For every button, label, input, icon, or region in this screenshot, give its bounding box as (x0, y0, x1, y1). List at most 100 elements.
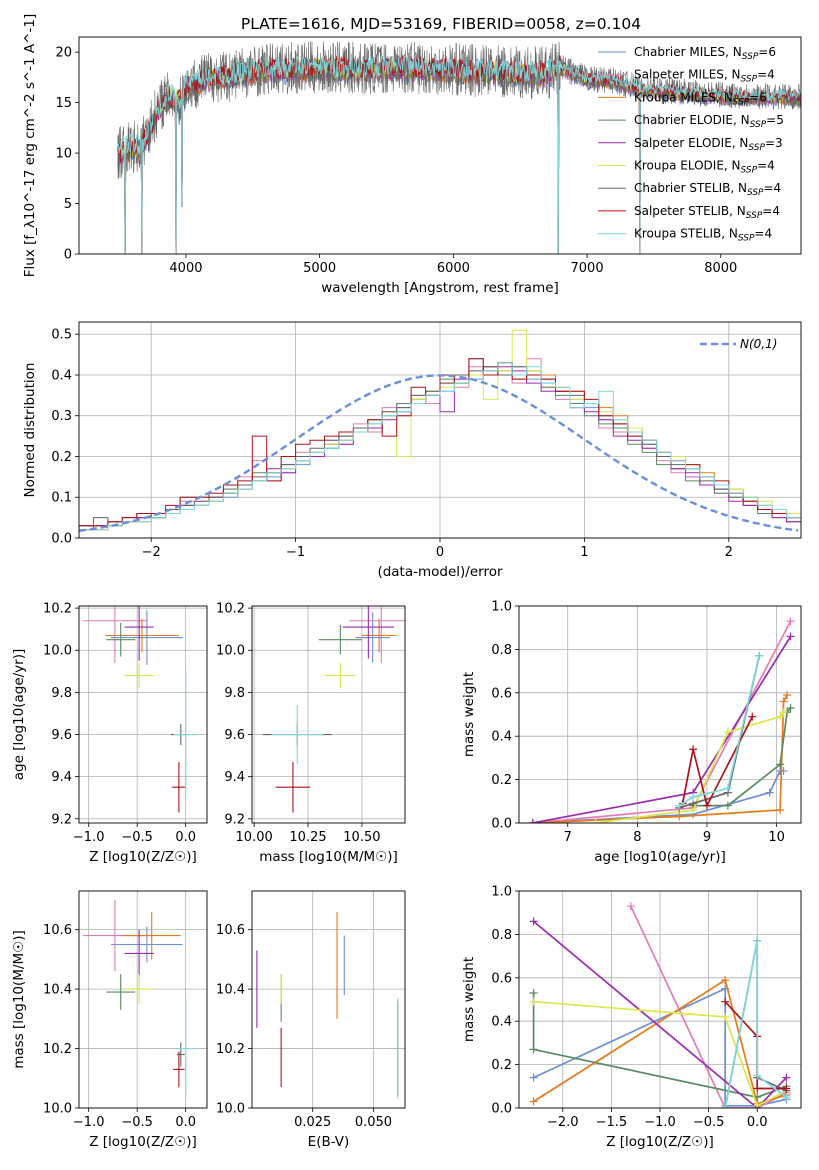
legend-label: Chabrier STELIB, NSSP=4 (634, 181, 781, 198)
panel-mass-vs-EBV: 0.025 0.050 10.0 10.2 10.4 10.6 E(B-V) (216, 890, 406, 1150)
y-axis-label: Flux [f_λ10^-17 erg cm^-2 s^-1 A^-1] (22, 14, 38, 277)
plot-area (82, 899, 198, 1100)
legend-label: N(0,1) (740, 337, 777, 351)
x-axis-label: Z [log10(Z/Z☉)] (89, 1134, 197, 1150)
y-tick-label: 10.6 (43, 923, 72, 938)
weight-line (678, 655, 761, 807)
x-tick-label: −2 (142, 545, 161, 560)
x-tick-label: 0.0 (747, 1115, 768, 1130)
y-tick-label: 10.4 (216, 983, 245, 998)
weight-marker (721, 1104, 730, 1108)
plot-area (117, 41, 801, 254)
weight-marker (529, 1073, 538, 1082)
legend-label: Kroupa ELODIE, NSSP=4 (634, 159, 775, 176)
weight-marker (782, 1084, 791, 1093)
weight-marker (723, 727, 732, 736)
weight-line (533, 1000, 787, 1108)
weight-marker (721, 975, 730, 984)
y-tick-label: 0.2 (491, 1058, 512, 1073)
legend-label: Salpeter ELODIE, NSSP=3 (634, 136, 783, 153)
x-tick-label: 10 (768, 830, 785, 845)
panel-histogram: −2 −1 0 1 2 0.0 0.1 0.2 0.3 0.4 0.5 (data-model)/er… (22, 321, 802, 580)
axes-frame (78, 321, 802, 539)
weight-marker (755, 651, 764, 660)
plot-area (82, 606, 198, 813)
y-tick-label: 10.0 (216, 1102, 245, 1117)
plot-area (256, 911, 399, 1100)
y-tick-label: 0.2 (51, 450, 72, 465)
weight-marker (689, 792, 698, 801)
y-tick-label: 0.2 (491, 773, 512, 788)
x-tick-label: −1.0 (644, 1115, 676, 1130)
y-tick-label: 9.6 (224, 728, 245, 743)
y-axis-label: mass weight (461, 672, 477, 757)
x-axis-label: mass [log10(M/M☉)] (259, 849, 398, 865)
weight-marker (529, 997, 538, 1006)
x-tick-label: 0.0 (175, 1115, 196, 1130)
weight-line (533, 978, 787, 1105)
axes-frame (78, 36, 802, 255)
y-tick-label: 10.0 (216, 644, 245, 659)
y-tick-label: 9.2 (224, 812, 245, 827)
y-tick-label: 1.0 (491, 885, 512, 900)
plot-area (528, 617, 795, 823)
y-tick-label: 20 (55, 46, 72, 61)
x-tick-label: 6000 (437, 261, 470, 276)
y-axis-label: age [log10(age/yr)] (11, 649, 27, 781)
weight-marker (721, 997, 730, 1006)
weight-line (693, 707, 792, 807)
y-tick-label: 9.2 (51, 812, 72, 827)
y-tick-label: 9.4 (224, 770, 245, 785)
y-tick-label: 10.2 (43, 602, 72, 617)
weight-marker (689, 745, 698, 754)
weight-marker (776, 760, 785, 769)
weight-line (532, 635, 792, 823)
y-tick-label: 1.0 (491, 600, 512, 615)
weight-marker (753, 936, 762, 945)
x-axis-label: Z [log10(Z/Z☉)] (606, 1134, 714, 1150)
y-tick-label: 0 (64, 248, 72, 263)
x-tick-label: −0.5 (121, 830, 153, 845)
x-tick-label: −2.0 (547, 1115, 579, 1130)
y-tick-label: 10.0 (43, 644, 72, 659)
weight-marker (783, 690, 792, 699)
axes-frame (78, 890, 208, 1109)
y-tick-label: 10 (55, 147, 72, 162)
x-axis-label: E(B-V) (308, 1134, 350, 1150)
x-axis-label: wavelength [Angstrom, rest frame] (321, 280, 559, 296)
axes-frame (78, 605, 208, 824)
legend-label: Chabrier MILES, NSSP=6 (634, 45, 776, 62)
x-tick-label: −1.0 (73, 1115, 105, 1130)
y-tick-label: 0.0 (491, 817, 512, 832)
weight-line (724, 940, 787, 1108)
x-tick-label: 4000 (169, 261, 202, 276)
panel-age-vs-mass: 10.00 10.25 10.50 9.2 9.4 9.6 9.8 10.0 10.2 mass … (216, 602, 406, 865)
y-tick-label: 0.6 (491, 686, 512, 701)
weight-marker (528, 819, 537, 823)
x-tick-label: 7000 (571, 261, 604, 276)
y-tick-label: 15 (55, 96, 72, 111)
legend-label: Salpeter STELIB, NSSP=4 (634, 204, 780, 221)
y-tick-label: 10.4 (43, 983, 72, 998)
weight-marker (753, 1101, 762, 1108)
x-tick-label: −1 (286, 545, 305, 560)
y-axis-label: mass [log10(M/M☉)] (11, 930, 27, 1069)
axes-frame (251, 890, 406, 1109)
y-tick-label: 9.6 (51, 728, 72, 743)
x-axis-label: age [log10(age/yr)] (594, 849, 726, 865)
x-tick-label: 0.025 (294, 1115, 331, 1130)
plot-area (262, 606, 405, 813)
y-tick-label: 10.2 (216, 1042, 245, 1057)
x-tick-label: 0.0 (175, 830, 196, 845)
weight-marker (753, 1071, 762, 1080)
y-tick-label: 0.0 (491, 1102, 512, 1117)
weight-marker (529, 917, 538, 926)
weight-marker (529, 1097, 538, 1106)
legend-label: Chabrier ELODIE, NSSP=5 (634, 113, 784, 130)
y-tick-label: 0.3 (51, 409, 72, 424)
x-tick-label: 5000 (303, 261, 336, 276)
x-tick-label: −0.5 (121, 1115, 153, 1130)
weight-marker (776, 712, 785, 721)
y-tick-label: 10.0 (43, 1102, 72, 1117)
legend-label: Salpeter MILES, NSSP=4 (634, 68, 775, 85)
